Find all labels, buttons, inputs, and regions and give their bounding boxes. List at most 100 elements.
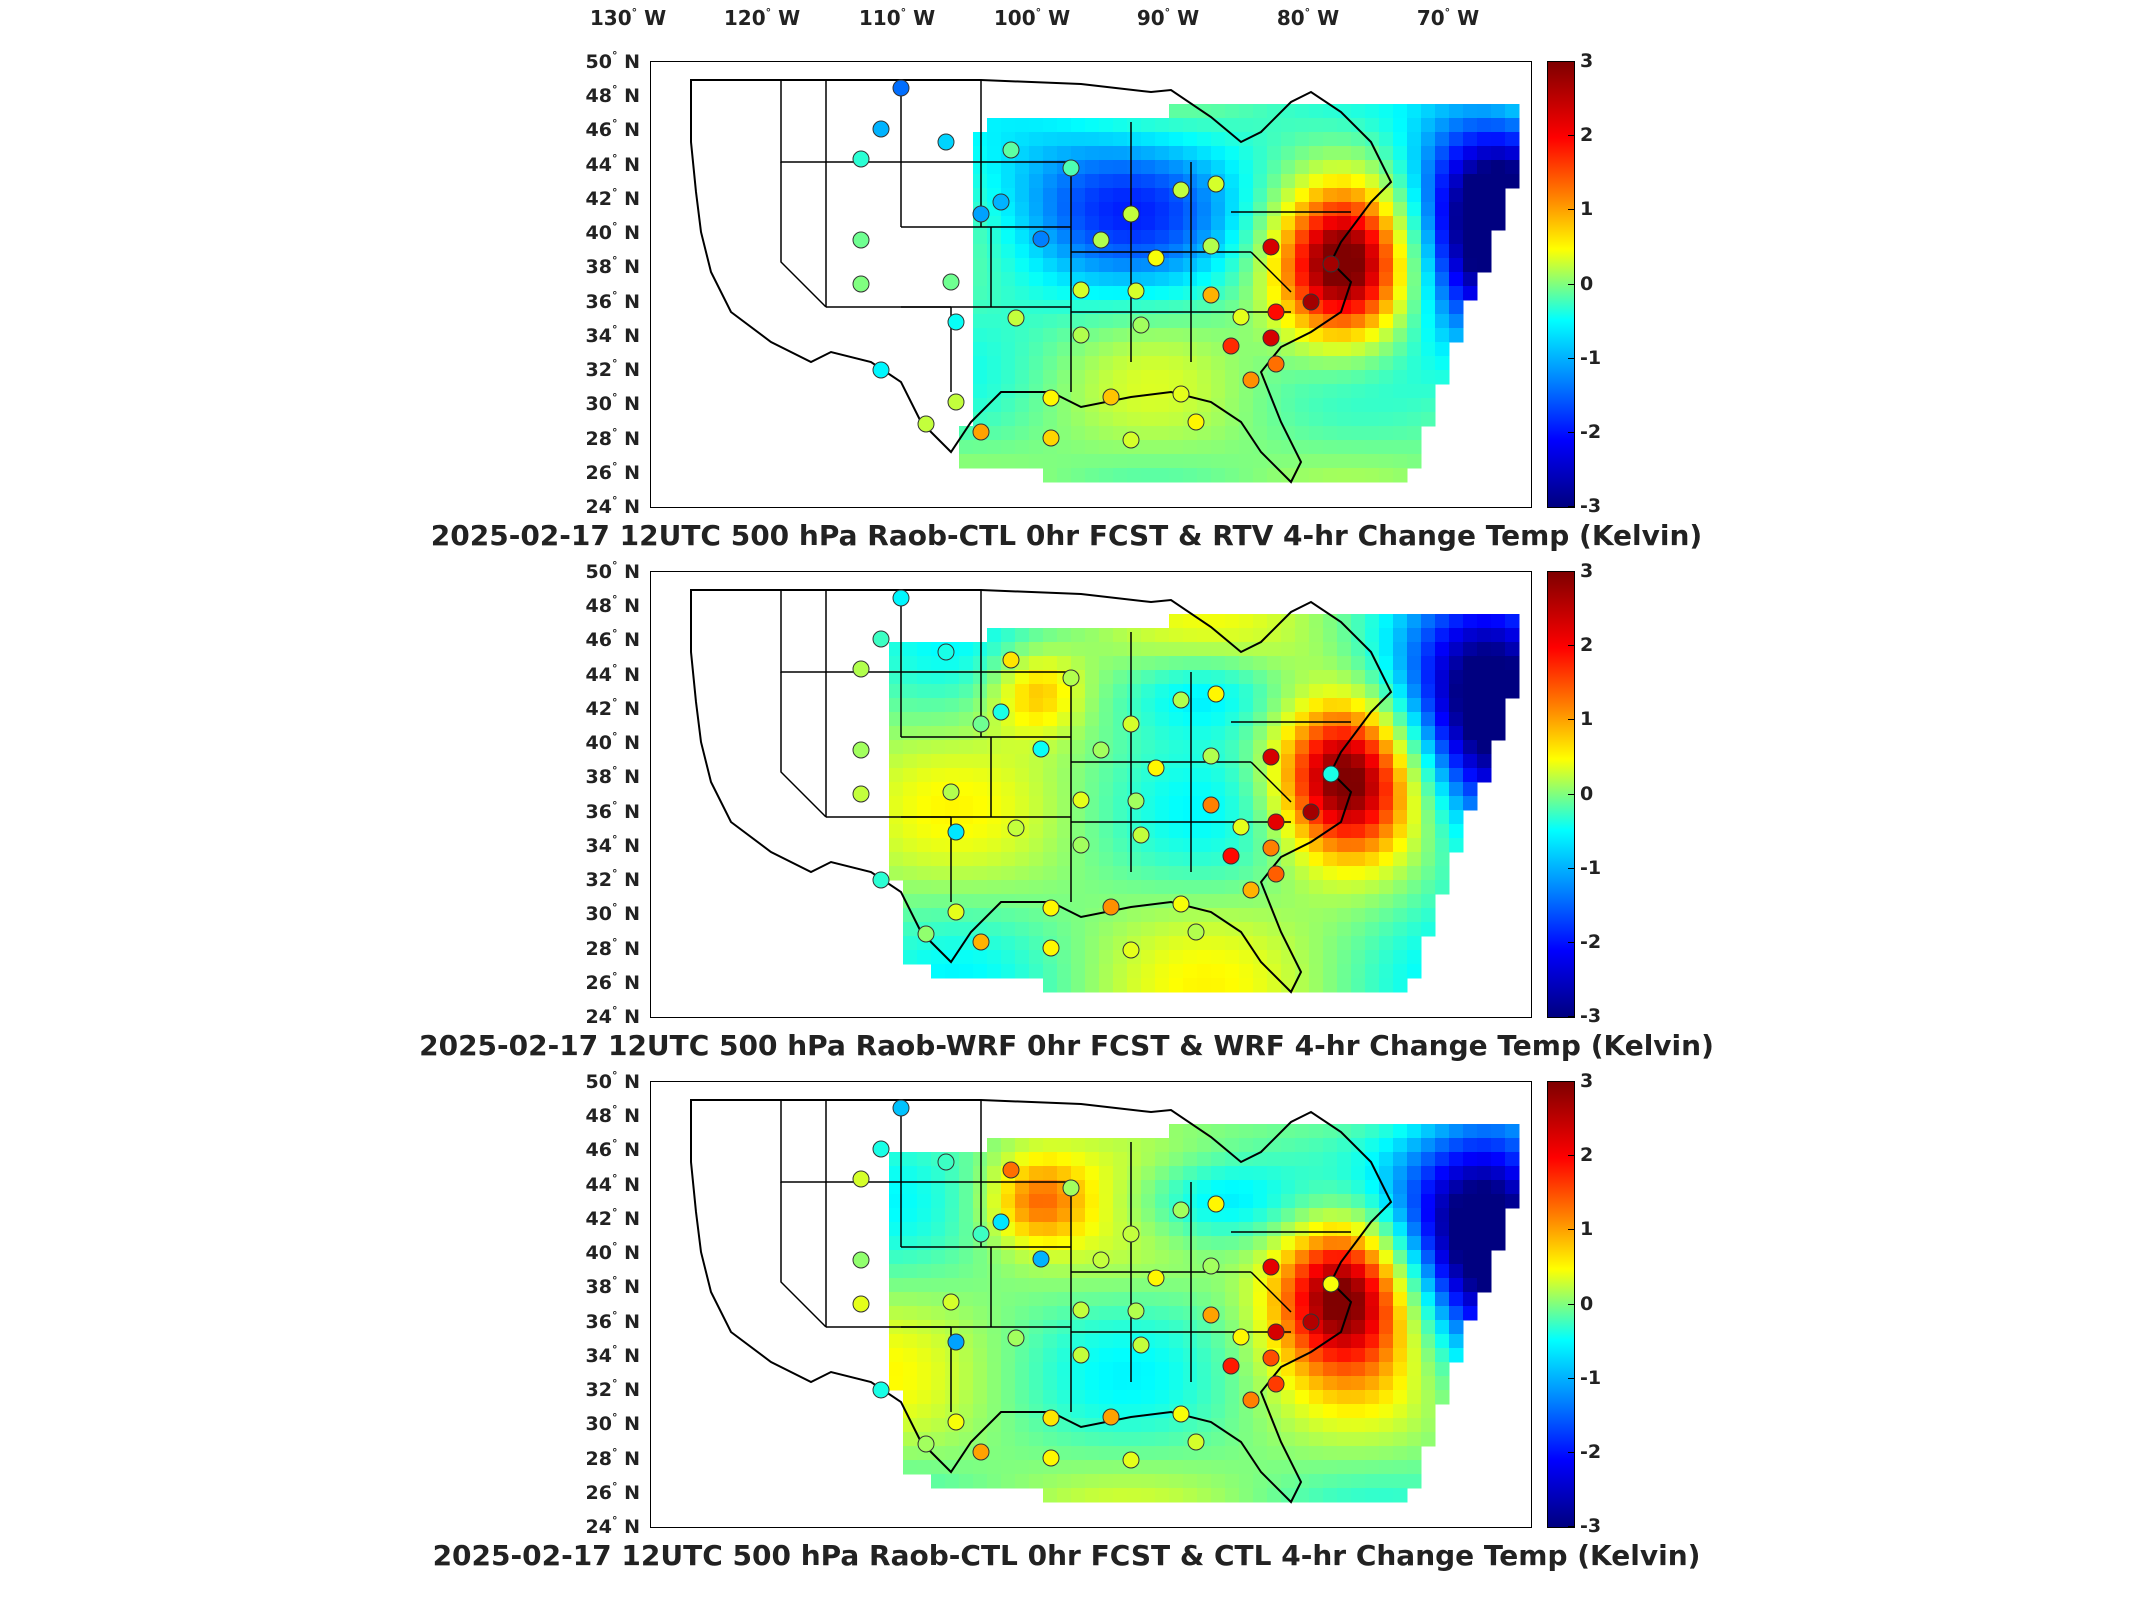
field-cell [1239,1432,1254,1447]
field-cell [1351,412,1366,427]
field-cell [1099,642,1114,657]
field-cell [987,866,1002,881]
field-cell [1435,160,1450,175]
field-cell [945,1390,960,1405]
field-cell [1113,1278,1128,1293]
field-cell [1113,454,1128,469]
field-cell [1253,936,1268,951]
field-cell [1211,964,1226,979]
field-cell [1197,216,1212,231]
field-cell [917,852,932,867]
field-cell [1463,1194,1478,1209]
field-cell [1113,286,1128,301]
raob-site-marker [872,1381,890,1399]
raob-site-marker [1042,429,1060,447]
map-plot-1 [650,61,1532,508]
field-cell [1127,964,1142,979]
field-cell [1393,978,1408,993]
field-cell [1015,1474,1030,1489]
field-cell [1379,370,1394,385]
field-cell [1015,754,1030,769]
field-cell [1407,1334,1422,1349]
field-cell [1407,936,1422,951]
field-cell [1365,866,1380,881]
field-cell [1267,1208,1282,1223]
field-cell [1351,272,1366,287]
field-cell [1267,160,1282,175]
field-cell [987,1138,1002,1153]
field-cell [1043,1152,1058,1167]
field-cell [1407,922,1422,937]
field-cell [1407,754,1422,769]
field-cell [1141,1306,1156,1321]
field-cell [1253,230,1268,245]
field-cell [1281,1278,1296,1293]
field-cell [1407,1306,1422,1321]
field-cell [1057,1250,1072,1265]
field-cell [1169,810,1184,825]
field-cell [1281,132,1296,147]
field-cell [1155,838,1170,853]
field-cell [1421,740,1436,755]
field-cell [1113,132,1128,147]
field-cell [931,1264,946,1279]
field-cell [1071,1320,1086,1335]
field-cell [1365,118,1380,133]
field-cell [1071,1250,1086,1265]
field-cell [1071,1460,1086,1475]
field-cell [1057,852,1072,867]
field-cell [931,1194,946,1209]
field-cell [973,440,988,455]
latitude-label: 46° N [585,1137,640,1162]
field-cell [1155,936,1170,951]
field-cell [1351,188,1366,203]
field-cell [1015,726,1030,741]
field-cell [1253,684,1268,699]
field-cell [931,698,946,713]
field-cell [1141,370,1156,385]
field-cell [1337,1208,1352,1223]
field-cell [931,908,946,923]
field-cell [1435,230,1450,245]
field-cell [917,1292,932,1307]
field-cell [945,1180,960,1195]
field-cell [1435,642,1450,657]
field-cell [1001,1250,1016,1265]
field-cell [1295,922,1310,937]
field-cell [1351,628,1366,643]
field-cell [1057,216,1072,231]
field-cell [1071,810,1086,825]
latitude-label: 46° N [585,117,640,142]
field-cell [1323,160,1338,175]
field-cell [1281,768,1296,783]
field-cell [917,1180,932,1195]
field-cell [1155,1390,1170,1405]
field-cell [903,726,918,741]
field-cell [959,866,974,881]
field-cell [973,824,988,839]
field-cell [1015,852,1030,867]
field-cell [1379,936,1394,951]
field-cell [1309,1404,1324,1419]
field-cell [1085,440,1100,455]
field-cell [1113,782,1128,797]
field-cell [973,740,988,755]
field-cell [1393,160,1408,175]
field-cell [1477,146,1492,161]
field-cell [1337,866,1352,881]
field-cell [959,1474,974,1489]
field-cell [1365,342,1380,357]
field-cell [1043,684,1058,699]
field-cell [1155,216,1170,231]
field-cell [1477,160,1492,175]
field-cell [1057,468,1072,483]
raob-site-marker [1122,715,1140,733]
field-cell [1491,104,1506,119]
field-cell [987,684,1002,699]
field-cell [1099,684,1114,699]
field-cell [1197,1348,1212,1363]
latitude-label: 26° N [585,459,640,484]
field-cell [1239,1460,1254,1475]
field-cell [1393,824,1408,839]
field-cell [1155,852,1170,867]
